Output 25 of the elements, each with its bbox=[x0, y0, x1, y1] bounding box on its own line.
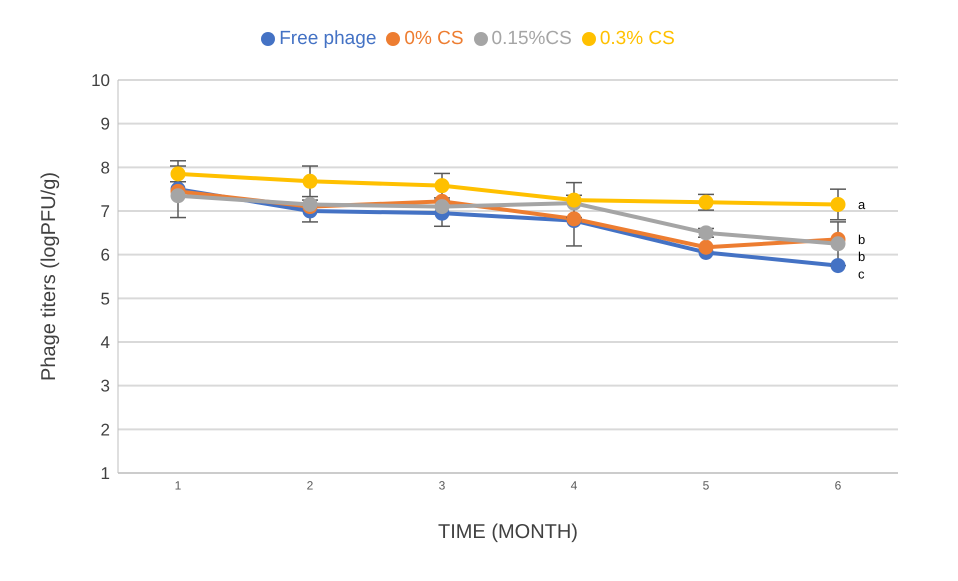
y-tick-label: 9 bbox=[100, 114, 110, 134]
y-tick-label: 4 bbox=[100, 333, 110, 352]
y-axis-title: Phage titers (logPFU/g) bbox=[38, 172, 60, 381]
annotation: b bbox=[858, 232, 866, 247]
x-tick-label: 5 bbox=[702, 478, 710, 493]
legend-label: 0.3% CS bbox=[600, 28, 675, 49]
annotation: c bbox=[858, 266, 865, 282]
annotation: a bbox=[858, 197, 866, 212]
x-tick-label: 6 bbox=[834, 478, 842, 493]
y-tick-label: 10 bbox=[91, 71, 110, 90]
legend-label: 0.15%CS bbox=[492, 28, 572, 49]
x-tick-label: 1 bbox=[174, 478, 182, 493]
x-tick-label: 2 bbox=[306, 478, 314, 493]
y-tick-label: 6 bbox=[100, 246, 110, 265]
x-tick-label: 3 bbox=[438, 478, 446, 493]
y-tick-label: 7 bbox=[100, 202, 110, 222]
y-tick-label: 8 bbox=[100, 158, 110, 178]
legend-label: Free phage bbox=[279, 28, 376, 49]
annotation: b bbox=[858, 249, 866, 264]
y-tick-label: 3 bbox=[100, 376, 110, 396]
x-tick-label: 4 bbox=[570, 478, 578, 493]
y-tick-label: 2 bbox=[100, 420, 110, 440]
legend-label: 0% CS bbox=[404, 28, 464, 49]
y-tick-label: 5 bbox=[100, 289, 110, 308]
x-axis-title: TIME (MONTH) bbox=[438, 521, 578, 543]
